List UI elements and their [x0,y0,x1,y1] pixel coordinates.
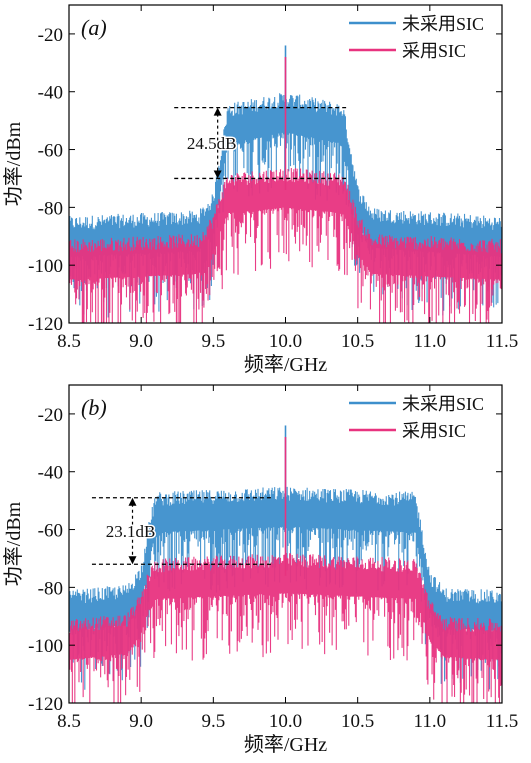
legend-label: 未采用SIC [402,14,484,34]
y-tick-label: -60 [38,521,63,542]
legend-label: 未采用SIC [402,394,484,414]
x-tick-label: 9.5 [201,711,225,732]
annotation-arrowhead-down [128,556,137,565]
y-tick-label: -40 [38,463,63,484]
annotation-text: 24.5dB [187,134,237,153]
y-axis-label: 功率/dBm [2,121,25,206]
x-tick-label: 11.0 [414,711,447,732]
legend-label: 采用SIC [402,421,466,441]
y-tick-label: -120 [28,694,63,715]
legend-label: 采用SIC [402,41,466,61]
y-tick-label: -80 [38,578,63,599]
series-with-sic [69,437,502,703]
y-tick-label: -100 [28,256,63,277]
x-tick-label: 8.5 [57,711,81,732]
x-axis-label: 频率/GHz [244,733,327,756]
y-tick-label: -80 [38,198,63,219]
series-with-sic [69,57,502,323]
y-axis-label: 功率/dBm [2,501,25,586]
x-tick-label: 11.5 [486,711,519,732]
db-annotation: 24.5dB [174,106,347,180]
x-tick-label: 9.5 [201,331,225,352]
y-tick-label: -100 [28,636,63,657]
x-tick-label: 9.0 [129,711,153,732]
chart-panel-b: 8.5 9.0 9.5 10.0 10.5 11.0 11.5 -20 -40 -60 -80 -10… [2,384,519,756]
x-tick-label: 10.5 [341,331,374,352]
series-trace [69,167,502,323]
annotation-arrowhead-down [213,170,222,179]
y-tick-label: -20 [38,405,63,426]
annotation-text: 23.1dB [106,522,156,541]
x-tick-label: 11.0 [414,331,447,352]
x-tick-label: 10.0 [269,331,302,352]
panel-label: (a) [81,15,107,40]
panel-label: (b) [81,395,107,420]
chart-panel-a: 8.5 9.0 9.5 10.0 10.5 11.0 11.5 -20 -40 -60 -80 -10… [2,4,519,376]
x-axis-label: 频率/GHz [244,353,327,376]
x-tick-label: 9.0 [129,331,153,352]
y-tick-label: -60 [38,141,63,162]
x-tick-label: 10.0 [269,711,302,732]
annotation-arrowhead-up [128,497,137,506]
legend: 未采用SIC 采用SIC [349,394,484,441]
annotation-arrowhead-up [213,107,222,116]
series-trace [69,552,502,703]
y-tick-label: -40 [38,83,63,104]
x-tick-label: 8.5 [57,331,81,352]
db-annotation: 23.1dB [91,497,272,565]
y-tick-label: -120 [28,314,63,335]
y-tick-label: -20 [38,25,63,46]
x-tick-label: 11.5 [486,331,519,352]
x-tick-label: 10.5 [341,711,374,732]
legend: 未采用SIC 采用SIC [349,14,484,61]
